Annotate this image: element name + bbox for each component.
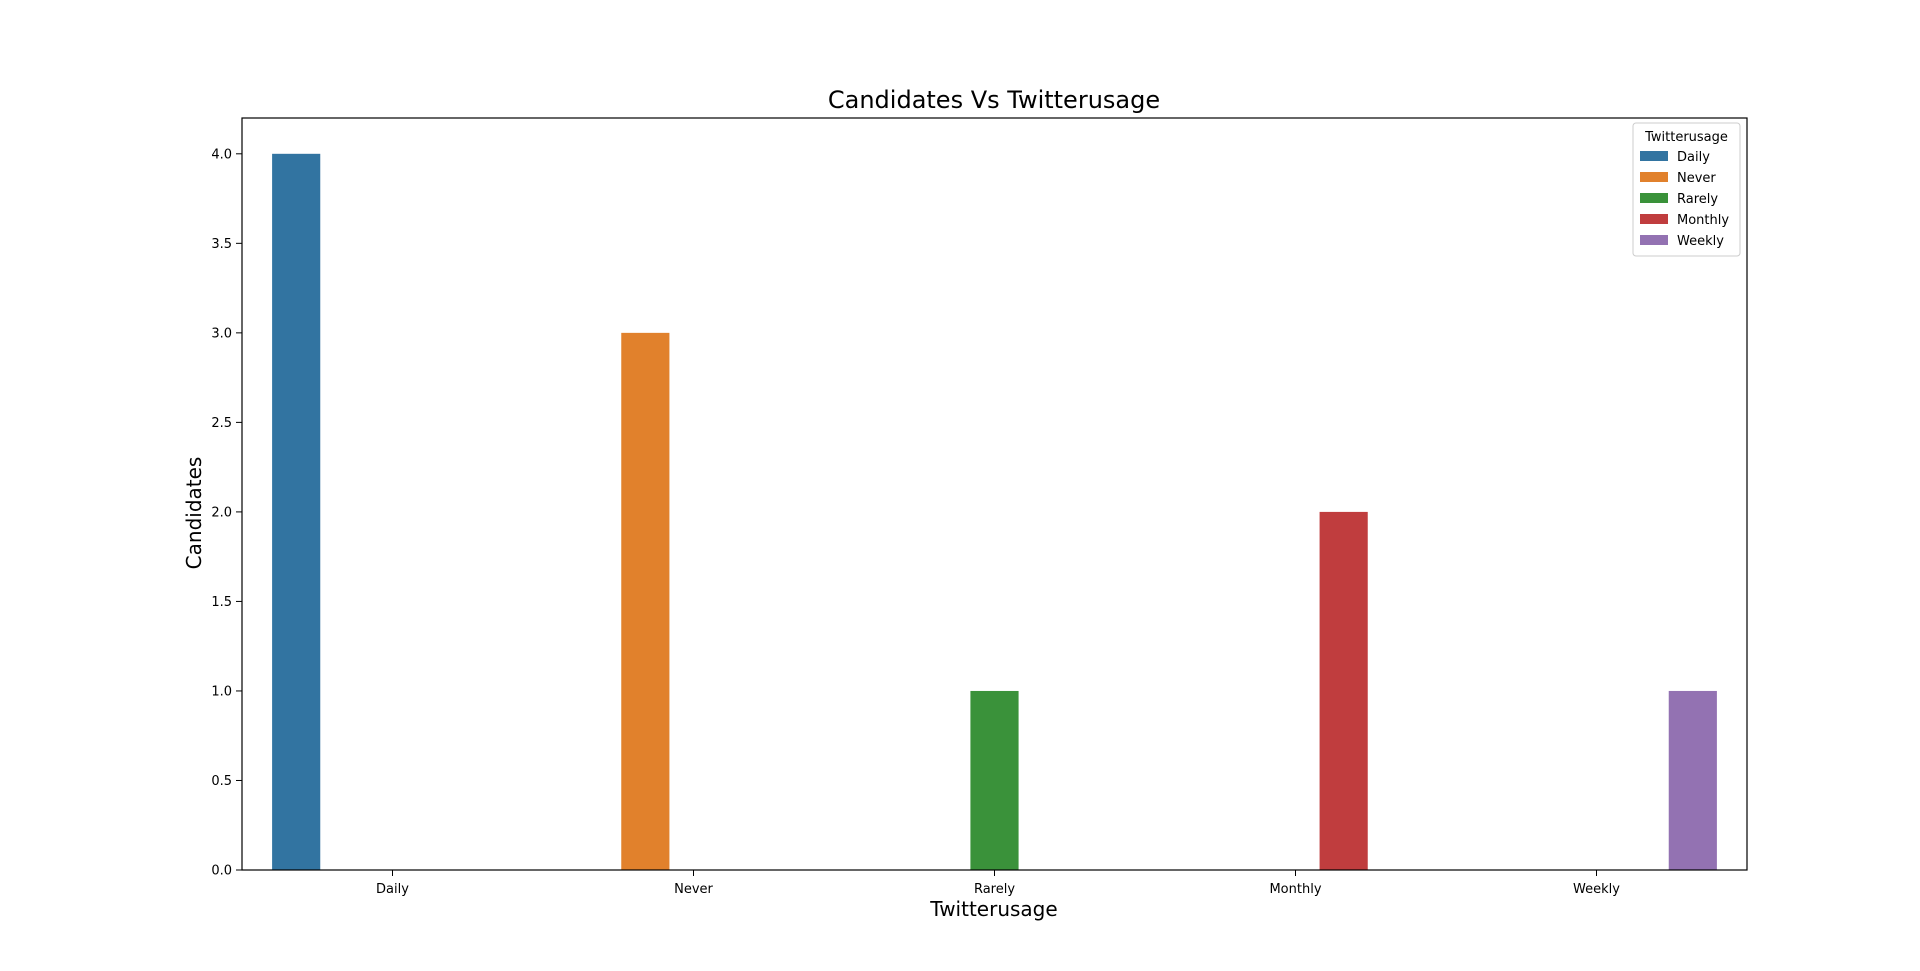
y-tick-label: 3.0	[211, 326, 232, 341]
x-tick-label: Never	[674, 882, 713, 897]
bar-rarely	[970, 690, 1019, 870]
y-tick-label: 0.0	[211, 864, 232, 879]
bar-weekly	[1668, 690, 1717, 870]
x-tick-label: Weekly	[1573, 882, 1620, 897]
legend-swatch	[1640, 214, 1668, 224]
y-tick-label: 0.5	[211, 774, 232, 789]
legend-label: Never	[1677, 171, 1716, 186]
legend: Twitterusage Daily Never Rarely Monthly Weekl…	[1632, 122, 1741, 257]
y-tick-label: 1.0	[211, 684, 232, 699]
legend-label: Daily	[1677, 150, 1710, 165]
legend-label: Rarely	[1677, 192, 1718, 207]
bar-daily	[272, 153, 321, 871]
ticks-layer: 0.0 0.5 1.0 1.5 2.0 2.5 3.0 3.5 4.0 Daily Never Rar…	[211, 147, 1620, 897]
legend-label: Weekly	[1677, 234, 1724, 249]
chart-title: Candidates Vs Twitterusage	[828, 86, 1160, 114]
x-tick-label: Daily	[376, 882, 409, 897]
plot-frame	[241, 117, 1748, 871]
legend-label: Monthly	[1677, 213, 1729, 228]
x-tick-label: Monthly	[1269, 882, 1321, 897]
bar-monthly	[1319, 511, 1368, 870]
y-axis-label: Candidates	[182, 457, 206, 570]
y-tick-label: 2.5	[211, 416, 232, 431]
x-axis-label: Twitterusage	[929, 897, 1057, 921]
y-tick-label: 4.0	[211, 147, 232, 162]
bar-never	[621, 332, 670, 870]
y-tick-label: 1.5	[211, 595, 232, 610]
legend-swatch	[1640, 193, 1668, 203]
bars-layer	[272, 153, 1717, 871]
legend-swatch	[1640, 235, 1668, 245]
y-tick-label: 2.0	[211, 505, 232, 520]
x-tick-label: Rarely	[974, 882, 1015, 897]
y-tick-label: 3.5	[211, 237, 232, 252]
legend-swatch	[1640, 172, 1668, 182]
legend-swatch	[1640, 151, 1668, 161]
legend-title: Twitterusage	[1644, 130, 1728, 145]
